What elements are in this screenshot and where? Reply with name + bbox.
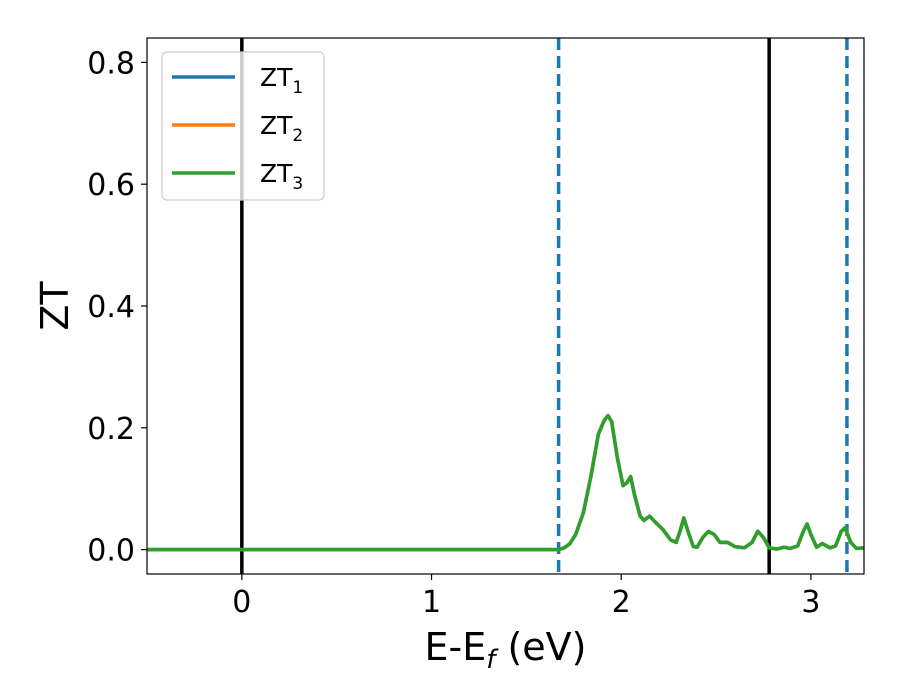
y-tick-label-3: 0.6 bbox=[87, 168, 135, 203]
series-line-zt3 bbox=[147, 413, 864, 552]
x-tick-label-1: 1 bbox=[422, 585, 441, 620]
x-axis-title: E-Ef (eV) bbox=[425, 625, 587, 675]
y-tick-label-1: 0.2 bbox=[87, 412, 135, 447]
legend-label-main-2: ZT bbox=[260, 111, 293, 140]
legend-label-2: ZT2 bbox=[260, 111, 303, 146]
x-axis: 0 1 2 3 bbox=[232, 574, 820, 620]
x-axis-title-suffix: (eV) bbox=[495, 625, 586, 669]
legend-label-main-3: ZT bbox=[260, 159, 293, 188]
legend-label-sub-1: 1 bbox=[292, 78, 303, 98]
x-tick-label-3: 3 bbox=[801, 585, 820, 620]
legend-label-1: ZT1 bbox=[260, 63, 303, 98]
legend-label-3: ZT3 bbox=[260, 159, 303, 194]
y-axis: 0.0 0.2 0.4 0.6 0.8 bbox=[87, 46, 147, 569]
legend-box bbox=[161, 51, 325, 201]
legend-label-sub-2: 2 bbox=[292, 126, 303, 146]
x-tick-label-0: 0 bbox=[232, 585, 251, 620]
y-axis-title: ZT bbox=[33, 281, 77, 331]
y-tick-label-4: 0.8 bbox=[87, 46, 135, 81]
legend-label-main-1: ZT bbox=[260, 63, 293, 92]
x-axis-title-main: E-E bbox=[425, 625, 487, 669]
x-tick-label-2: 2 bbox=[612, 585, 631, 620]
y-tick-label-2: 0.4 bbox=[87, 290, 135, 325]
y-tick-label-0: 0.0 bbox=[87, 534, 135, 569]
plot-area bbox=[147, 38, 864, 574]
legend-label-sub-3: 3 bbox=[292, 174, 303, 194]
